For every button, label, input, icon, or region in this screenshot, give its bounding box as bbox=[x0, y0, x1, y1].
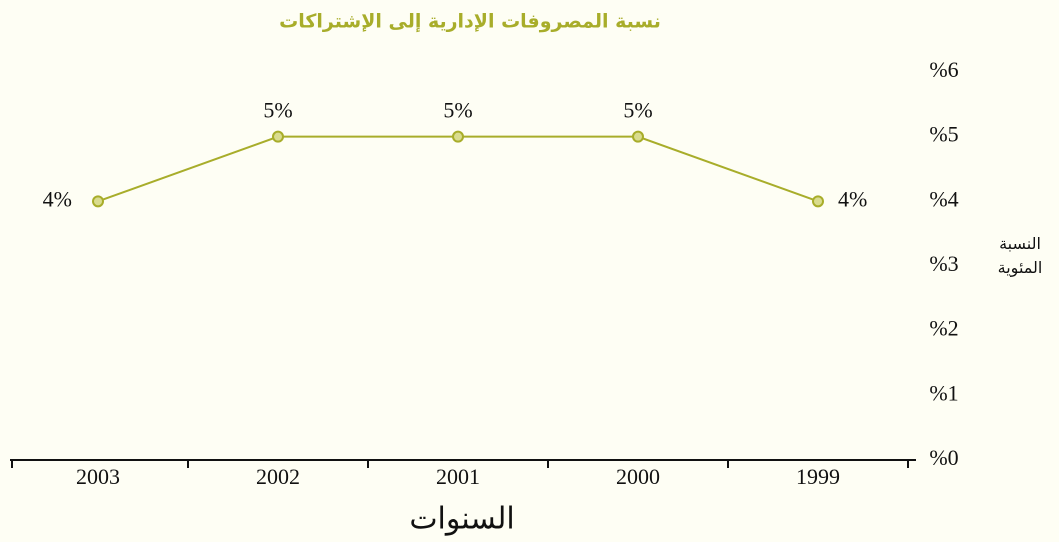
y-tick-label: %5 bbox=[929, 122, 958, 147]
data-label: 5% bbox=[443, 98, 472, 123]
x-tick-label: 1999 bbox=[796, 464, 840, 489]
marker bbox=[92, 195, 104, 208]
data-label: 4% bbox=[43, 186, 72, 211]
x-tick-label: 2003 bbox=[76, 464, 120, 489]
y-axis-label: النسبة المئوية bbox=[997, 234, 1043, 277]
y-tick-label: %0 bbox=[929, 445, 958, 470]
x-axis-label: السنوات bbox=[409, 502, 514, 537]
marker bbox=[812, 195, 824, 208]
y-tick-label: %1 bbox=[929, 380, 958, 405]
y-tick-label: %6 bbox=[929, 57, 958, 82]
data-label: 5% bbox=[623, 98, 652, 123]
line bbox=[97, 135, 819, 203]
y-tick-label: %4 bbox=[929, 186, 958, 211]
y-tick-label: %3 bbox=[929, 251, 958, 276]
x-tick-label: 2000 bbox=[616, 464, 660, 489]
x-tick-label: 2002 bbox=[256, 464, 300, 489]
x-tick-label: 2001 bbox=[436, 464, 480, 489]
y-tick-label: %2 bbox=[929, 316, 958, 341]
data-label: 5% bbox=[263, 98, 292, 123]
marker bbox=[272, 130, 284, 143]
data-label: 4% bbox=[838, 186, 867, 211]
marker bbox=[632, 130, 644, 143]
chart-title: نسبة المصروفات الإدارية إلى الإشتراكات bbox=[279, 11, 661, 33]
marker bbox=[452, 130, 464, 143]
